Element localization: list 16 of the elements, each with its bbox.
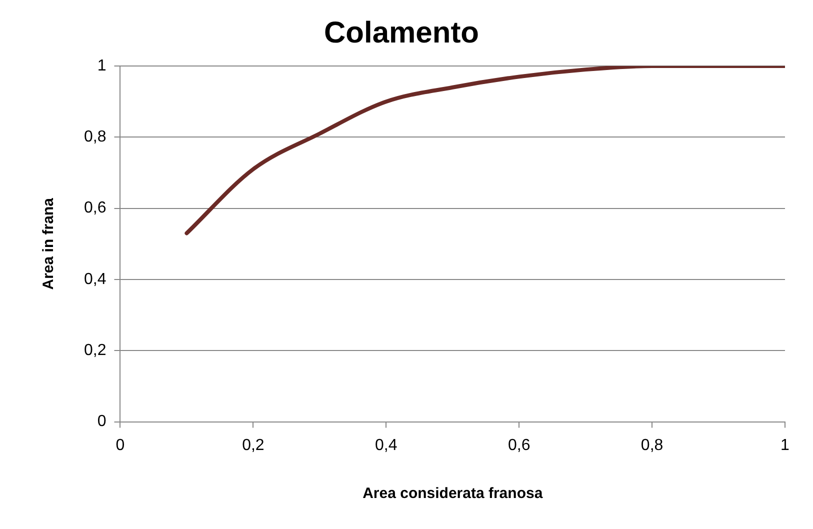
y-tick-label: 1 xyxy=(97,57,106,74)
y-tick-label: 0 xyxy=(97,413,106,430)
y-tick-label: 0,2 xyxy=(84,342,106,360)
x-tick-label: 0,6 xyxy=(508,436,530,454)
y-tick-label: 0,8 xyxy=(84,128,106,146)
x-axis-title: Area considerata franosa xyxy=(362,485,544,502)
y-tick-label: 0,6 xyxy=(84,200,106,217)
chart-title: Colamento xyxy=(324,16,480,50)
x-tick-label: 0,4 xyxy=(375,436,398,454)
x-tick-label: 0,8 xyxy=(640,436,664,454)
x-tick-label: 0,2 xyxy=(242,436,264,454)
x-tick-label: 0 xyxy=(116,436,125,454)
x-tick-label: 1 xyxy=(780,436,790,454)
y-tick-label: 0,4 xyxy=(84,270,106,288)
line-series xyxy=(184,66,785,236)
y-axis-title: Area in frana xyxy=(40,197,58,290)
